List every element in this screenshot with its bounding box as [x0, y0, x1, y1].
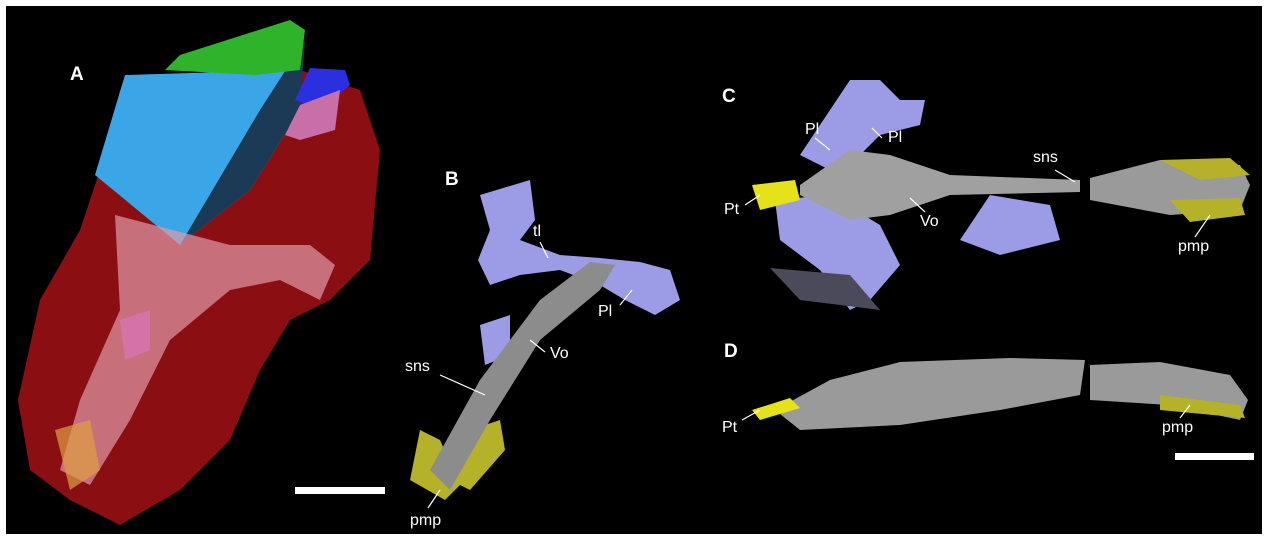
panel-label: A	[70, 64, 84, 85]
panel-label: C	[722, 86, 736, 107]
annotation: pmp	[1162, 419, 1193, 436]
annotation: Pt	[724, 201, 740, 218]
annotation: Pl	[598, 303, 612, 320]
scale-bar	[295, 487, 385, 494]
annotation: Vo	[920, 213, 939, 230]
annotation: sns	[1033, 149, 1058, 166]
annotation: Vo	[550, 345, 569, 362]
annotation: pmp	[1178, 238, 1209, 255]
annotation: tl	[533, 223, 541, 240]
panel-label: B	[445, 169, 459, 190]
annotation: pmp	[410, 512, 441, 529]
annotation: Pt	[722, 419, 738, 436]
annotation: Pl	[888, 129, 902, 146]
figure: A Btl Pl sns Vo pmp C Pl Pl sns Pt Vo pmp D Pt pmp	[0, 0, 1268, 540]
annotation: sns	[405, 358, 430, 375]
panel-label: D	[724, 341, 738, 362]
scale-bar	[1175, 453, 1254, 460]
annotation: Pl	[805, 121, 819, 138]
